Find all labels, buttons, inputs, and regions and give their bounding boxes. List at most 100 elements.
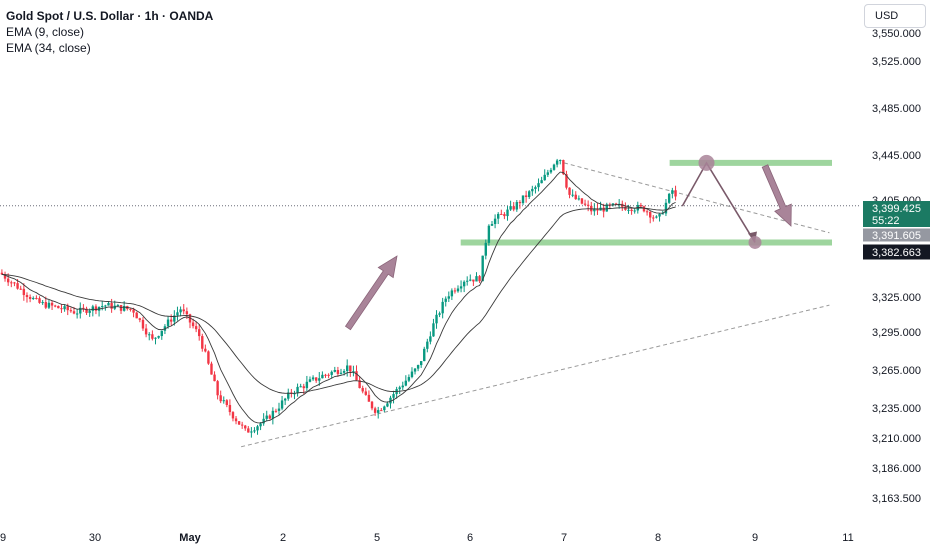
candle-body[interactable] (207, 351, 210, 364)
candle-body[interactable] (210, 363, 213, 375)
candle-body[interactable] (503, 214, 506, 217)
candle-body[interactable] (216, 381, 219, 396)
candle-body[interactable] (453, 290, 457, 292)
last-price-tag[interactable]: 3,399.425 (872, 203, 921, 215)
candle-body[interactable] (642, 206, 646, 212)
candle-body[interactable] (173, 315, 176, 322)
candle-body[interactable] (580, 198, 584, 204)
candle-body[interactable] (364, 391, 368, 395)
candle-body[interactable] (250, 431, 253, 433)
candle-body[interactable] (441, 301, 444, 314)
candle-body[interactable] (518, 202, 522, 204)
candle-body[interactable] (664, 202, 668, 214)
candle-body[interactable] (475, 276, 478, 282)
candle-body[interactable] (577, 198, 581, 200)
ema-slow-tag[interactable]: 3,382.663 (872, 247, 921, 259)
candle-body[interactable] (154, 337, 157, 339)
candle-body[interactable] (283, 398, 287, 401)
candle-body[interactable] (225, 400, 229, 405)
countdown-tag[interactable]: 55:22 (872, 215, 900, 227)
candle-body[interactable] (129, 308, 132, 310)
candle-body[interactable] (404, 380, 408, 386)
candle-body[interactable] (271, 410, 275, 419)
candle-body[interactable] (219, 395, 222, 402)
candle-body[interactable] (633, 210, 636, 212)
candle-body[interactable] (648, 211, 652, 218)
candle-body[interactable] (194, 326, 198, 330)
candle-body[interactable] (41, 302, 44, 304)
candle-body[interactable] (185, 311, 189, 315)
candle-body[interactable] (259, 423, 262, 427)
candle-body[interactable] (85, 308, 88, 313)
candle-body[interactable] (160, 330, 163, 337)
candle-body[interactable] (432, 323, 435, 337)
down-trend-arrow[interactable] (761, 164, 792, 227)
candle-body[interactable] (66, 306, 69, 311)
candle-body[interactable] (583, 203, 587, 205)
candle-body[interactable] (302, 386, 305, 389)
ema-fast-tag[interactable]: 3,391.605 (872, 230, 921, 242)
candle-body[interactable] (537, 183, 540, 188)
candle-body[interactable] (25, 295, 29, 298)
candle-body[interactable] (293, 393, 296, 395)
candle-body[interactable] (605, 204, 608, 212)
candle-body[interactable] (401, 385, 404, 388)
candle-body[interactable] (380, 410, 383, 412)
candle-body[interactable] (0, 272, 4, 275)
candle-body[interactable] (559, 160, 562, 162)
candle-body[interactable] (355, 371, 358, 381)
candle-body[interactable] (627, 209, 630, 211)
candle-body[interactable] (176, 312, 179, 316)
candle-body[interactable] (534, 187, 537, 189)
candle-body[interactable] (490, 224, 494, 226)
candle-body[interactable] (60, 308, 63, 310)
candle-body[interactable] (240, 424, 244, 426)
candle-body[interactable] (416, 365, 420, 369)
candle-body[interactable] (213, 374, 216, 382)
candle-body[interactable] (509, 206, 512, 210)
candle-body[interactable] (367, 394, 371, 402)
candle-body[interactable] (3, 274, 7, 279)
candle-body[interactable] (231, 412, 235, 419)
candle-body[interactable] (247, 428, 250, 433)
candle-body[interactable] (75, 313, 79, 315)
candle-body[interactable] (358, 380, 361, 389)
candle-body[interactable] (500, 213, 503, 215)
candle-body[interactable] (386, 403, 389, 407)
candle-body[interactable] (116, 305, 120, 307)
candle-body[interactable] (324, 374, 327, 376)
candle-body[interactable] (655, 216, 658, 218)
candle-body[interactable] (151, 334, 154, 339)
candle-body[interactable] (531, 188, 534, 192)
candle-body[interactable] (462, 281, 466, 287)
candle-body[interactable] (107, 303, 110, 306)
candle-body[interactable] (287, 392, 290, 399)
candle-body[interactable] (28, 297, 32, 299)
candle-body[interactable] (35, 297, 38, 299)
candle-body[interactable] (135, 312, 138, 319)
candle-body[interactable] (336, 370, 340, 374)
candle-body[interactable] (253, 430, 256, 432)
candle-body[interactable] (237, 421, 241, 425)
projection-path[interactable] (681, 161, 756, 243)
candle-body[interactable] (50, 302, 54, 306)
resistance-touch-marker[interactable] (698, 154, 715, 171)
candle-body[interactable] (91, 306, 95, 311)
candle-body[interactable] (444, 298, 447, 302)
candle-body[interactable] (72, 311, 76, 314)
candle-body[interactable] (645, 211, 649, 213)
candle-body[interactable] (426, 341, 429, 349)
candle-body[interactable] (305, 381, 309, 389)
candle-body[interactable] (191, 322, 195, 327)
candle-body[interactable] (280, 400, 284, 409)
candle-body[interactable] (481, 255, 484, 282)
candle-body[interactable] (262, 418, 265, 424)
candle-body[interactable] (419, 361, 423, 366)
candle-body[interactable] (624, 206, 627, 210)
candle-body[interactable] (435, 314, 438, 324)
candle-body[interactable] (562, 160, 565, 175)
candle-body[interactable] (44, 302, 47, 308)
candle-body[interactable] (339, 372, 343, 374)
candle-body[interactable] (104, 305, 107, 307)
candle-body[interactable] (169, 319, 173, 322)
